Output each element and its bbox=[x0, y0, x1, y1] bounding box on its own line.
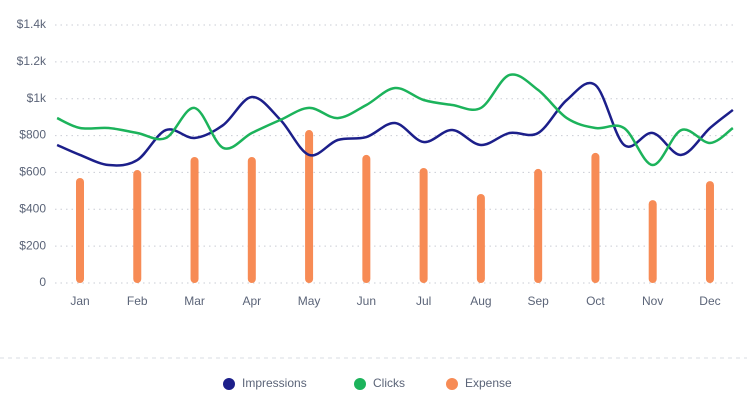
legend-marker bbox=[354, 378, 366, 390]
x-tick-label: Jul bbox=[416, 294, 431, 308]
bar bbox=[133, 170, 142, 283]
x-tick-label: Nov bbox=[642, 294, 663, 308]
legend-marker bbox=[446, 378, 458, 390]
legend-label: Expense bbox=[465, 376, 512, 390]
legend-marker bbox=[223, 378, 235, 390]
y-tick-label: $1.2k bbox=[17, 54, 47, 68]
y-tick-label: $400 bbox=[19, 201, 46, 215]
x-tick-label: Jan bbox=[70, 294, 89, 308]
bar bbox=[247, 156, 256, 283]
line bbox=[56, 73, 734, 167]
bar bbox=[419, 168, 428, 283]
x-tick-label: Apr bbox=[242, 294, 261, 308]
legend-label: Clicks bbox=[373, 376, 405, 390]
x-tick-label: Sep bbox=[527, 294, 549, 308]
y-tick-label: $1k bbox=[27, 91, 47, 105]
line bbox=[56, 81, 734, 167]
y-tick-label: 0 bbox=[39, 275, 46, 289]
bar bbox=[190, 156, 199, 283]
bar bbox=[534, 168, 543, 283]
x-tick-label: May bbox=[298, 294, 321, 308]
x-tick-label: Dec bbox=[699, 294, 720, 308]
legend: Impressions Clicks Expense bbox=[223, 376, 512, 390]
bar bbox=[76, 177, 84, 283]
bar bbox=[305, 130, 314, 283]
legend-label: Impressions bbox=[242, 376, 307, 390]
x-tick-label: Feb bbox=[127, 294, 148, 308]
bar bbox=[648, 200, 657, 283]
y-tick-label: $200 bbox=[19, 238, 46, 252]
y-tick-label: $800 bbox=[19, 128, 46, 142]
y-tick-label: $1.4k bbox=[17, 17, 47, 31]
bar bbox=[705, 181, 714, 283]
x-tick-label: Aug bbox=[470, 294, 491, 308]
bar bbox=[476, 193, 485, 283]
x-tick-label: Jun bbox=[357, 294, 376, 308]
y-tick-label: $600 bbox=[19, 165, 46, 179]
bar bbox=[591, 152, 600, 283]
x-tick-label: Mar bbox=[184, 294, 205, 308]
x-tick-label: Oct bbox=[586, 294, 605, 308]
bar bbox=[362, 154, 371, 283]
